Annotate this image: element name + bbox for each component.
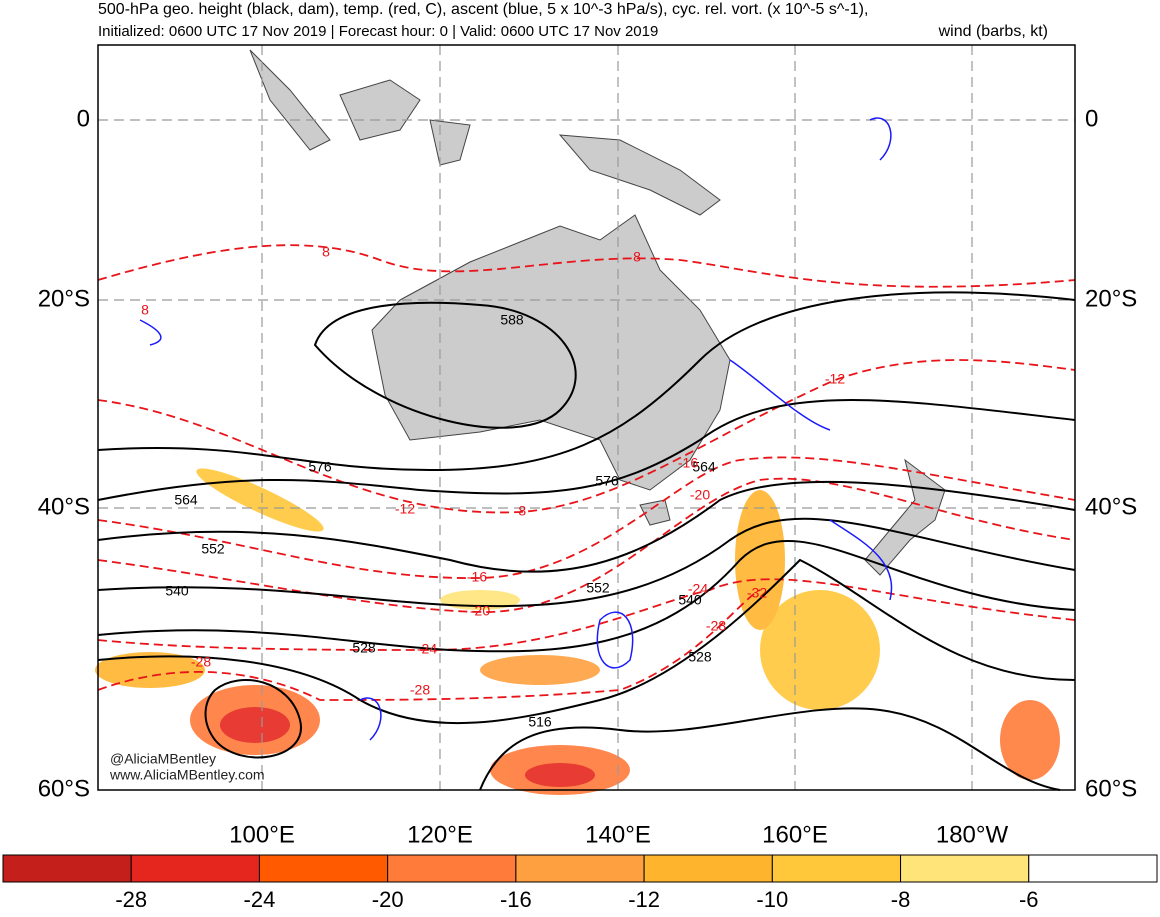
colorbar-label: -28 (115, 887, 147, 912)
temperature-label: -24 (688, 581, 708, 597)
colorbar-box (130, 854, 260, 883)
temperature-label: -12 (825, 371, 845, 387)
lat-label: 40°S (38, 493, 90, 520)
lat-label: 20°S (38, 285, 90, 312)
temperature-label: 8 (633, 249, 641, 265)
watermark: www.AliciaMBentley.com (109, 767, 265, 783)
height-label: 528 (688, 649, 712, 665)
height-label: 516 (528, 714, 552, 730)
colorbar-box (387, 854, 517, 883)
temperature-label: 8 (322, 244, 330, 260)
temperature-label: -20 (690, 487, 710, 503)
temperature-label: -16 (678, 455, 698, 471)
height-label: 576 (308, 459, 332, 475)
height-label: 564 (692, 459, 716, 475)
colorbar-box (771, 854, 902, 883)
height-label: 528 (352, 640, 376, 656)
height-label: 588 (500, 312, 524, 328)
lon-label: 140°E (585, 821, 651, 848)
grid (98, 45, 1075, 790)
lon-label: 180°W (936, 821, 1009, 848)
lat-label: 0 (1085, 105, 1098, 132)
temperature-label: -28 (191, 654, 211, 670)
map-border (97, 44, 1076, 791)
height-label: 552 (201, 541, 225, 557)
temperature-contours (97, 244, 1076, 701)
colorbar-label: -6 (1019, 887, 1039, 912)
height-label: 540 (678, 592, 702, 608)
temperature-label: -28 (410, 682, 430, 698)
watermark: @AliciaMBentley (110, 751, 216, 767)
temperature-label: -16 (467, 569, 487, 585)
shading (95, 468, 1060, 795)
lon-label: 160°E (762, 821, 828, 848)
height-label: 552 (586, 580, 610, 596)
temperature-label: 8 (141, 302, 149, 318)
colorbar-box (2, 854, 132, 883)
lat-label: 20°S (1085, 285, 1137, 312)
temperature-label: -24 (417, 641, 437, 657)
colorbar-label: -20 (372, 887, 404, 912)
ascent-contours (139, 117, 893, 741)
colorbar-box (643, 854, 773, 883)
temperature-label: -20 (470, 603, 490, 619)
height-label: 564 (174, 492, 198, 508)
lon-label: 100°E (229, 821, 295, 848)
temperature-label: -8 (514, 503, 527, 519)
colorbar-label: -24 (244, 887, 276, 912)
height-label: 540 (165, 583, 189, 599)
colorbar-box (515, 854, 645, 883)
colorbar-box (1028, 854, 1158, 883)
colorbar-label: -16 (500, 887, 532, 912)
wind-note: wind (barbs, kt) (938, 23, 1048, 40)
temperature-label: -28 (706, 618, 726, 634)
lat-label: 40°S (1085, 493, 1137, 520)
colorbar-label: -8 (891, 887, 911, 912)
land (249, 49, 946, 576)
lon-label: 120°E (407, 821, 473, 848)
temperature-label: -12 (395, 501, 415, 517)
height-label: 576 (595, 473, 619, 489)
colorbar-box (258, 854, 389, 883)
colorbar-label: -12 (628, 887, 660, 912)
colorbar-box (900, 854, 1030, 883)
title: 500-hPa geo. height (black, dam), temp. … (98, 1, 868, 18)
subtitle: Initialized: 0600 UTC 17 Nov 2019 | Fore… (98, 23, 658, 40)
height-contours (97, 291, 1076, 791)
temperature-label: -32 (747, 585, 767, 601)
lat-label: 60°S (1085, 775, 1137, 802)
colorbar-label: -10 (756, 887, 788, 912)
lat-label: 60°S (38, 775, 90, 802)
lat-label: 0 (77, 105, 90, 132)
